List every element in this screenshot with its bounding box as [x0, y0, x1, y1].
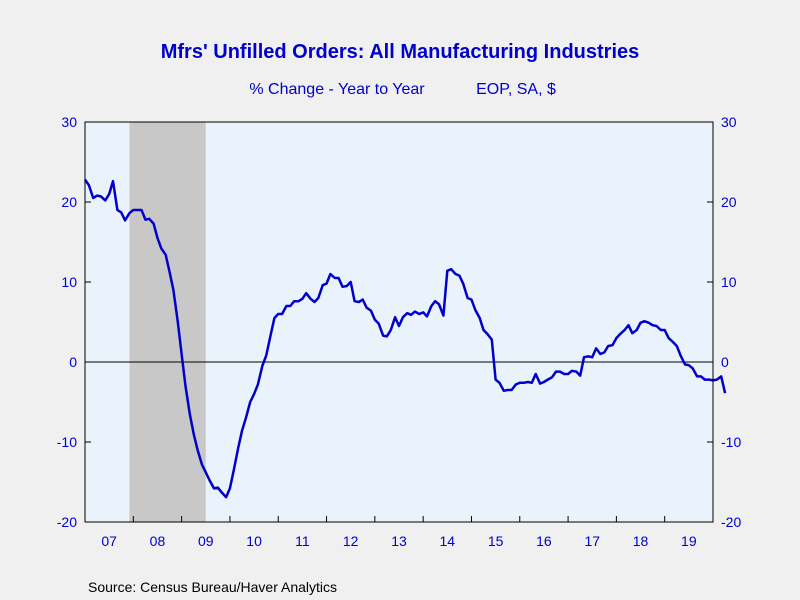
y-tick-label-right: 10	[721, 274, 737, 290]
chart-subtitle: % Change - Year to Year	[249, 81, 425, 98]
y-tick-label-right: -10	[721, 434, 741, 450]
series-line	[83, 178, 727, 499]
recession-band	[129, 122, 206, 522]
x-tick-label: 16	[536, 533, 552, 549]
y-tick-label-right: -20	[721, 514, 741, 530]
x-tick-label: 15	[488, 533, 504, 549]
x-tick-label: 10	[246, 533, 262, 549]
chart-title: Mfrs' Unfilled Orders: All Manufacturing…	[161, 41, 640, 63]
y-tick-label-left: 0	[69, 354, 77, 370]
x-tick-label: 17	[584, 533, 600, 549]
y-tick-label-right: 30	[721, 114, 737, 130]
x-tick-label: 18	[633, 533, 649, 549]
x-tick-label: 07	[101, 533, 117, 549]
x-tick-label: 09	[198, 533, 214, 549]
y-tick-label-left: 10	[61, 274, 77, 290]
x-tick-label: 14	[440, 533, 456, 549]
x-axis-ticks: 07 08 09 10 11 12 13 14 15 16 17 18 19	[101, 516, 697, 549]
recession-shading-layer	[129, 122, 206, 522]
y-axis-ticks: 30 30 20 20 10 10 0 0 -10 -10 -20 -20	[57, 114, 742, 530]
y-tick-label-left: 20	[61, 194, 77, 210]
x-tick-label: 19	[681, 533, 697, 549]
plot-frame	[84, 121, 714, 523]
source-note: Source: Census Bureau/Haver Analytics	[88, 579, 337, 595]
series-layer	[83, 178, 727, 499]
x-tick-label: 08	[150, 533, 166, 549]
y-tick-label-left: 30	[61, 114, 77, 130]
x-tick-label: 11	[295, 533, 310, 549]
y-tick-label-left: -20	[57, 514, 77, 530]
y-tick-label-right: 20	[721, 194, 737, 210]
chart-subtitle-note: EOP, SA, $	[476, 81, 556, 98]
y-tick-label-left: -10	[57, 434, 77, 450]
y-tick-label-right: 0	[721, 354, 729, 370]
x-tick-label: 13	[391, 533, 407, 549]
x-tick-label: 12	[343, 533, 359, 549]
